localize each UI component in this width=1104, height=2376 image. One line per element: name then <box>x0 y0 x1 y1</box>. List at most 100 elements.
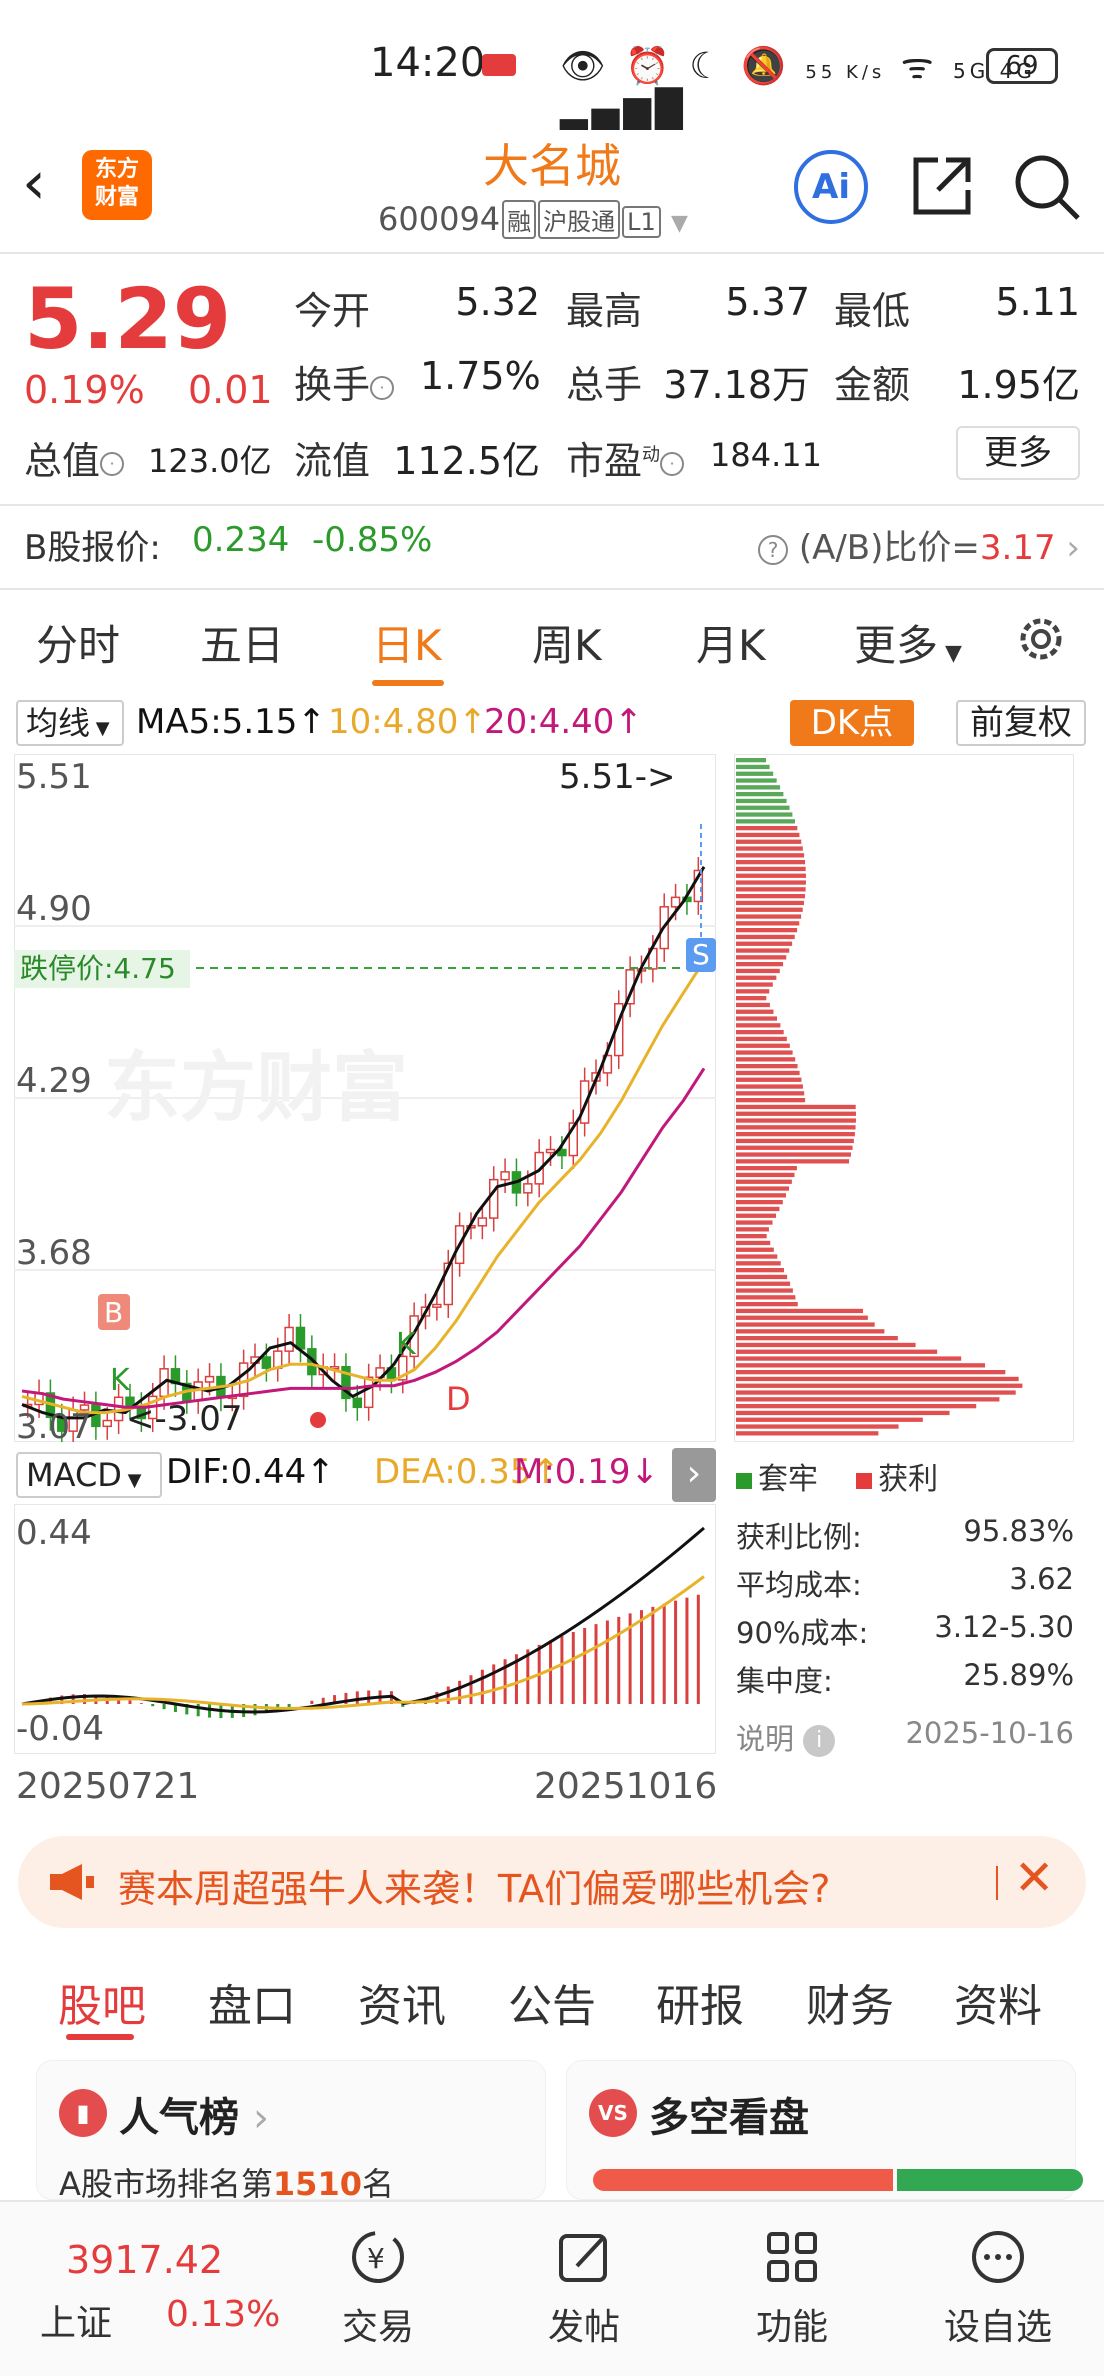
candle <box>125 1396 135 1407</box>
kline-chart[interactable]: 东方财富 跌停价:4.75 5.51 4.90 4.29 3.68 3.07 5… <box>14 754 716 1442</box>
chip-bar <box>736 1179 792 1184</box>
popularity-title: 人气榜 › <box>119 2095 269 2141</box>
chip-bar <box>736 1295 796 1300</box>
chip-bar <box>736 1376 1019 1382</box>
tab-forum[interactable]: 股吧 <box>58 1981 146 2032</box>
chip-bar <box>736 1404 977 1409</box>
ma-selector[interactable]: 均线 ▼ <box>16 700 124 746</box>
megaphone-icon <box>50 1864 94 1900</box>
macd-selector[interactable]: MACD ▼ <box>16 1452 162 1498</box>
b-share-label: B股报价: <box>24 528 161 568</box>
chart-icon: ▮ <box>59 2089 107 2137</box>
chip-bar <box>736 1159 850 1164</box>
chip-bar <box>736 1009 774 1014</box>
chevron-down-icon: ▼ <box>121 1470 142 1491</box>
nav-add-watchlist[interactable]: 设自选 <box>938 2228 1058 2350</box>
index-change[interactable]: 0.13% <box>166 2294 281 2335</box>
dk-point-button[interactable]: DK点 <box>790 700 914 746</box>
chip-bar <box>736 1356 962 1361</box>
chip-bar <box>736 1172 795 1178</box>
macd-chart[interactable]: 0.44 -0.04 <box>14 1504 716 1754</box>
candle <box>568 1122 579 1157</box>
chevron-down-icon: ▼ <box>938 641 962 666</box>
grid-icon <box>767 2232 817 2282</box>
k-marker-1: K <box>110 1363 131 1398</box>
stock-code-row[interactable]: 600094 融沪股通 L1 ▼ <box>378 200 688 239</box>
chip-bar <box>736 812 793 817</box>
chip-bar <box>736 1118 856 1123</box>
ma10-label: 10:4.80↑ <box>328 702 487 742</box>
ai-button[interactable]: Ai <box>794 150 868 224</box>
tab-5day[interactable]: 五日 <box>200 621 285 670</box>
tab-more[interactable]: 更多 ▼ <box>854 621 962 670</box>
chip-bar <box>736 900 804 906</box>
tab-orderbook[interactable]: 盘口 <box>208 1981 296 2032</box>
nav-trade[interactable]: ¥ 交易 <box>318 2228 438 2350</box>
info-icon[interactable]: · <box>660 451 685 476</box>
chip-bar <box>736 921 800 926</box>
chevron-down-icon: ▼ <box>670 211 688 236</box>
candle <box>204 1375 215 1383</box>
volume-label: 总手 <box>566 363 643 407</box>
tab-news[interactable]: 资讯 <box>358 1981 446 2032</box>
chip-bar <box>736 1166 797 1171</box>
back-icon[interactable]: ‹ <box>22 148 46 218</box>
tab-daily-k[interactable]: 日K <box>372 621 442 670</box>
tab-research[interactable]: 研报 <box>656 1981 744 2032</box>
avg-cost-row: 平均成本: 3.62 <box>736 1562 1074 1602</box>
banner-separator <box>996 1866 998 1900</box>
info-icon[interactable]: · <box>370 375 395 400</box>
tag-level: L1 <box>622 206 661 238</box>
nav-functions[interactable]: 功能 <box>732 2228 852 2350</box>
chip-bar <box>736 1213 777 1218</box>
chip-bar <box>736 1098 806 1103</box>
chip-bar <box>736 1152 851 1157</box>
m-label: M:0.19↓ <box>514 1452 659 1492</box>
chip-note[interactable]: 说明 i <box>736 1716 836 1758</box>
chip-bar <box>736 928 798 933</box>
start-date: 20250721 <box>16 1766 200 1807</box>
bullbear-card[interactable]: VS 多空看盘 <box>566 2060 1083 2200</box>
low-annotation: <-3.07 <box>126 1399 242 1439</box>
tab-weekly-k[interactable]: 周K <box>532 621 602 670</box>
search-icon[interactable] <box>1010 150 1084 224</box>
candle <box>398 1355 408 1381</box>
dea-label: DEA:0.35↑ <box>374 1452 560 1492</box>
edit-icon <box>559 2234 607 2282</box>
tab-intraday[interactable]: 分时 <box>36 621 121 670</box>
info-icon[interactable]: · <box>100 451 125 476</box>
help-icon[interactable]: ? <box>758 534 788 565</box>
promo-banner[interactable]: 赛本周超强牛人来袭！TA们偏爱哪些机会? ✕ <box>18 1836 1086 1928</box>
chevron-right-icon[interactable]: › <box>672 1448 716 1502</box>
chip-bar <box>736 1084 803 1089</box>
nav-post[interactable]: 发帖 <box>524 2228 644 2350</box>
gear-icon[interactable] <box>1014 612 1068 666</box>
watermark: 东方财富 <box>104 1043 408 1132</box>
chip-bar <box>736 860 806 865</box>
b-share-row[interactable]: B股报价: 0.234 -0.85% ? (A/B)比价=3.17 › <box>0 0 1104 568</box>
popularity-card[interactable]: ▮ 人气榜 › A股市场排名第1510名 <box>36 2060 546 2203</box>
volume-value: 37.18万 <box>663 363 810 407</box>
eastmoney-logo[interactable]: 东方 财富 <box>82 150 152 220</box>
candle <box>79 1404 90 1411</box>
tab-monthly-k[interactable]: 月K <box>696 621 766 670</box>
chip-bar <box>736 778 777 783</box>
index-name[interactable]: 上证 <box>40 2303 113 2344</box>
tab-finance[interactable]: 财务 <box>806 1981 894 2032</box>
chip-bar <box>736 1057 796 1062</box>
close-icon[interactable]: ✕ <box>1014 1850 1055 1906</box>
index-value[interactable]: 3917.42 <box>66 2238 224 2282</box>
b-share-change: -0.85% <box>312 520 433 560</box>
tab-profile[interactable]: 资料 <box>954 1981 1042 2032</box>
chip-bar <box>736 792 784 797</box>
tab-announcements[interactable]: 公告 <box>508 1981 596 2032</box>
profit-ratio-row: 获利比例: 95.83% <box>736 1514 1074 1554</box>
share-icon[interactable] <box>908 152 976 220</box>
pe-value: 184.11 <box>710 436 822 474</box>
dea-line <box>21 1575 705 1710</box>
chip-distribution-chart[interactable] <box>734 754 1074 1442</box>
huawei-badge-icon <box>482 54 516 76</box>
more-button[interactable]: 更多 <box>956 426 1080 480</box>
adjust-mode-button[interactable]: 前复权 <box>956 700 1086 746</box>
ma-lines <box>21 866 706 1420</box>
